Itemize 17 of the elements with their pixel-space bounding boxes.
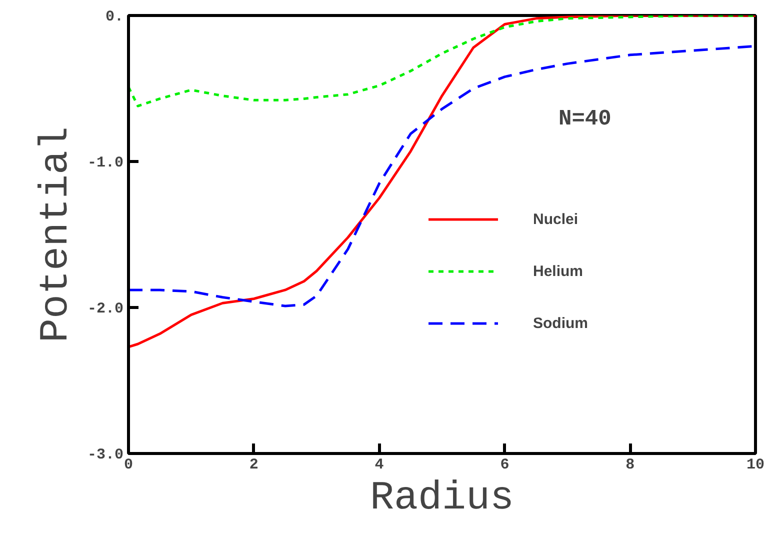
x-tick-label: 10	[746, 456, 765, 474]
legend-label: Helium	[533, 262, 584, 280]
x-tick-label: 0	[124, 456, 134, 474]
legend-label: Nuclei	[533, 210, 578, 228]
y-tick-label: -2.0	[87, 300, 124, 318]
x-tick-label: 8	[626, 456, 635, 474]
y-tick-label: -1.0	[87, 154, 124, 172]
legend-label: Sodium	[533, 314, 588, 332]
annotation: N=40	[558, 106, 612, 132]
x-tick-label: 6	[500, 456, 510, 474]
x-tick-label: 2	[249, 456, 258, 474]
x-axis-title: Radius	[370, 476, 514, 522]
y-tick-label: 0.	[105, 8, 124, 26]
x-tick-label: 4	[374, 456, 384, 474]
y-tick-label: -3.0	[87, 446, 124, 464]
line-series	[128, 16, 756, 108]
y-axis-title: Potential	[34, 126, 80, 343]
